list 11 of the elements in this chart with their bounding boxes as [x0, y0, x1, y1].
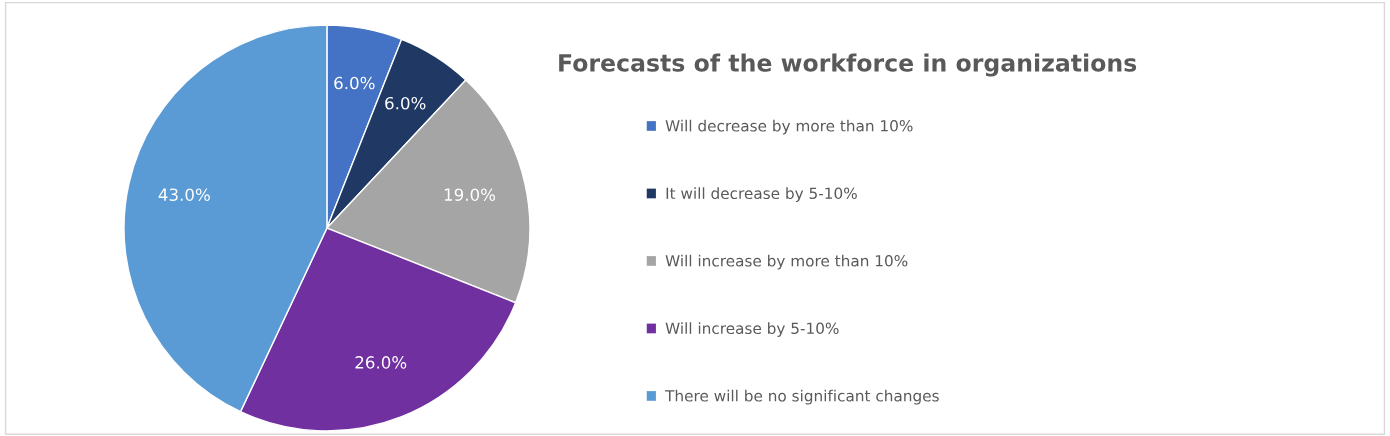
data-label: 26.0% [355, 356, 407, 369]
data-label: 43.0% [158, 188, 210, 201]
data-label: 19.0% [444, 188, 496, 201]
legend-label: Will increase by 5-10% [665, 322, 839, 338]
legend-label: Will decrease by more than 10% [665, 119, 913, 135]
data-label: 6.0% [334, 76, 375, 90]
text: Forecasts of the workforce in organizations [559, 53, 1137, 77]
data-label: 6.0% [385, 96, 426, 110]
legend-label: There will be no significant changes [665, 389, 939, 405]
legend-label: It will decrease by 5-10% [666, 187, 857, 203]
legend-label: Will increase by more than 10% [665, 254, 908, 270]
